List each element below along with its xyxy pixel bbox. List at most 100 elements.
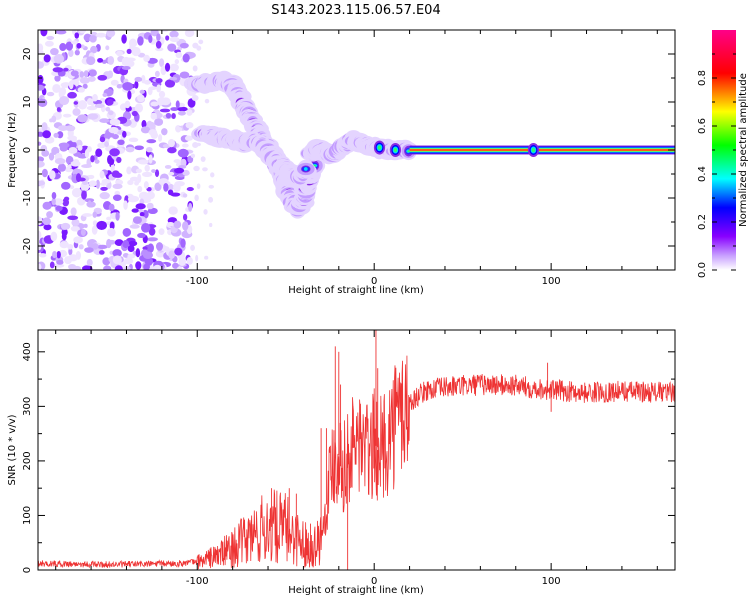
noise-blob [158,58,165,68]
noise-blob [86,146,92,153]
noise-blob [155,40,162,49]
noise-blob [79,77,90,84]
noise-blob [186,109,193,116]
noise-blob [204,255,209,260]
noise-blob [180,158,187,167]
noise-blob [94,103,105,109]
noise-blob [156,242,164,251]
noise-blob [146,191,155,200]
noise-blob [134,76,143,82]
noise-blob [158,228,165,235]
noise-blob [102,92,108,97]
noise-blob [185,30,190,37]
snr-ticks: -100 0 100 0 100 200 300 400 [22,330,675,587]
noise-blob [106,238,112,249]
noise-blob [160,65,167,76]
noise-blob [81,190,87,200]
noise-blob [109,148,120,157]
noise-blob [67,254,78,262]
noise-blob [82,213,93,217]
noise-blob [110,163,115,173]
noise-blob [54,158,66,165]
noise-blob [172,262,180,269]
noise-blob [109,221,115,231]
noise-blob [77,114,88,123]
noise-blob [146,139,157,144]
noise-blob [77,177,86,182]
noise-blob [182,53,190,63]
noise-blob [173,167,185,174]
track-blob [407,150,410,153]
noise-blob [52,67,64,73]
noise-blob [95,179,100,189]
noise-blob [142,251,153,259]
noise-blob [70,70,79,77]
noise-blob [56,250,61,259]
noise-blob [65,125,76,132]
noise-blob [127,244,135,253]
noise-blob [84,247,94,253]
noise-blob [128,240,138,247]
noise-blob [38,230,42,240]
noise-blob [53,132,59,138]
noise-blob [57,125,69,131]
noise-blob [56,107,61,112]
noise-blob [151,169,156,173]
noise-blob [84,198,95,203]
noise-blob [193,165,200,172]
noise-blob [94,159,100,164]
noise-blob [115,179,124,185]
noise-blob [144,164,150,172]
noise-blob [137,94,145,103]
snr-y-tick-label: 400 [22,342,33,361]
noise-blob [122,227,131,237]
noise-blob [99,170,105,179]
snr-y-tick-label: 200 [22,451,33,470]
noise-blob [59,241,69,249]
noise-blob [147,243,154,253]
noise-blob [188,202,193,212]
noise-blob [141,171,153,177]
noise-blob [135,248,141,258]
noise-blob [156,84,162,93]
noise-blob [135,203,146,210]
noise-blob [122,239,130,249]
noise-blob [38,263,42,270]
noise-blob [44,136,55,144]
noise-blob [173,159,182,164]
noise-blob [174,59,180,65]
noise-blob [186,256,193,265]
colorbar-tick-label: 0.2 [697,214,708,230]
noise-blob [124,266,131,270]
noise-blob [112,134,119,140]
noise-blob [154,169,160,177]
noise-blob [51,115,57,123]
noise-blob [164,164,172,169]
noise-blob [101,59,107,64]
noise-blob [91,243,99,250]
noise-blob [115,211,120,221]
noise-blob [177,110,186,116]
noise-blob [43,224,52,231]
noise-blob [164,62,171,72]
noise-blob [175,51,183,59]
noise-blob [159,108,171,113]
noise-blob [103,265,112,270]
noise-blob [192,65,198,72]
noise-blob [143,54,150,63]
noise-blob [171,112,176,120]
noise-blob [174,247,183,256]
noise-blob [99,182,108,186]
noise-blob [109,118,121,126]
noise-blob [150,101,159,107]
spectrogram-y-tick-label: -20 [22,238,33,254]
noise-blob [108,110,114,116]
noise-blob [175,100,180,109]
noise-blob [182,221,189,231]
noise-blob [116,156,122,164]
noise-blob [46,91,55,97]
noise-blob [177,148,189,158]
noise-blob [71,40,78,45]
noise-blob [161,128,168,136]
